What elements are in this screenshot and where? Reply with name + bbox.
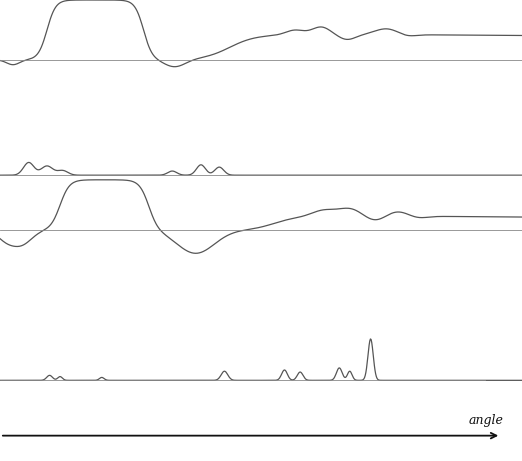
Text: angle: angle xyxy=(469,414,504,427)
